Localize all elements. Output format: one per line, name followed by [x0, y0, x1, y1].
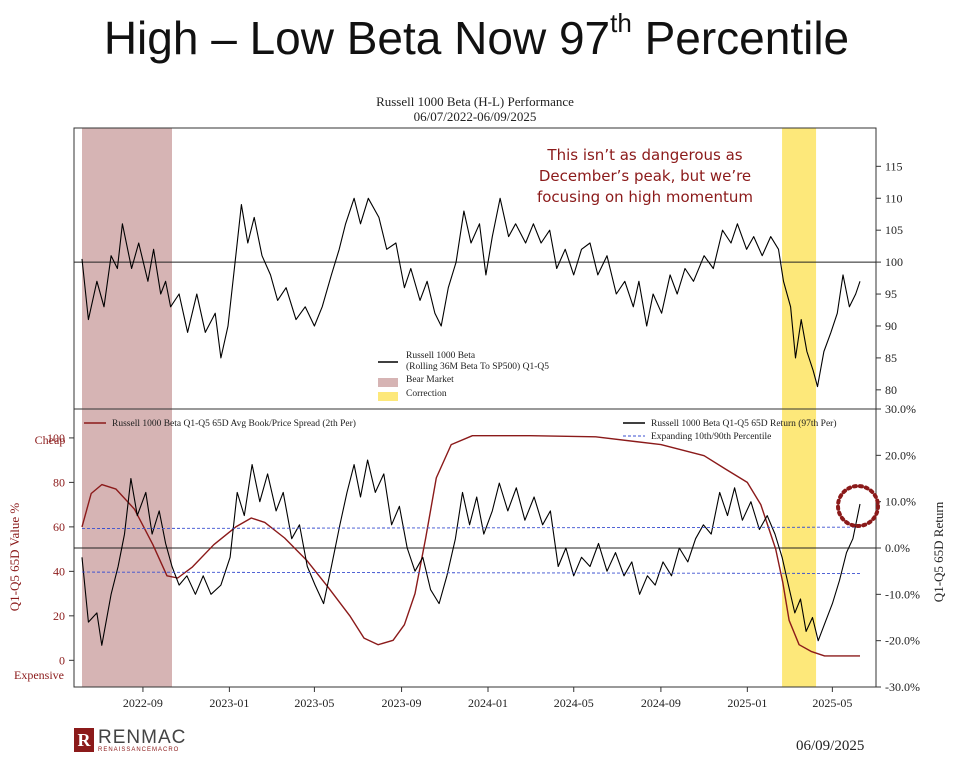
upper-legend-label-0: Russell 1000 Beta: [406, 351, 476, 361]
renmac-logo-mark: R: [74, 728, 94, 752]
slide-title: High – Low Beta Now 97th Percentile: [0, 8, 953, 65]
legend-label-book-price: Russell 1000 Beta Q1-Q5 65D Avg Book/Pri…: [112, 418, 356, 429]
upper-legend-label-2: Correction: [406, 389, 447, 399]
lower-left-tick-label: 80: [53, 475, 65, 489]
lower-left-tick-label: 20: [53, 609, 65, 623]
lower-series-line-1: [81, 459, 861, 646]
upper-series-line-0: [81, 197, 861, 388]
chart-title: Russell 1000 Beta (H-L) Performance: [376, 94, 574, 109]
x-tick-label: 2024-05: [554, 696, 594, 710]
upper-legend-swatch-1: [378, 378, 398, 387]
upper-legend-label-0: (Rolling 36M Beta To SP500) Q1-Q5: [406, 361, 549, 372]
lower-left-tick-label: 0: [59, 653, 65, 667]
highlight-circle: [836, 483, 880, 528]
upper-y-tick-label: 80: [885, 383, 897, 397]
x-tick-label: 2024-01: [468, 696, 508, 710]
lower-right-tick-label: -30.0%: [885, 680, 920, 694]
lower-left-tick-label: 60: [53, 520, 65, 534]
left-axis-expensive-label: Expensive: [14, 668, 64, 682]
lower-left-tick-label: 40: [53, 564, 65, 578]
upper-y-tick-label: 85: [885, 351, 897, 365]
chart-subtitle: 06/07/2022-06/09/2025: [414, 109, 537, 124]
annotation-line-1: December’s peak, but we’re: [539, 167, 751, 185]
renmac-logo-name: RENMAC: [98, 726, 187, 748]
percentile-band-lower: [81, 571, 861, 574]
lower-right-tick-label: 20.0%: [885, 448, 916, 462]
x-tick-label: 2023-01: [209, 696, 249, 710]
left-axis-cheap-label: Cheap: [35, 433, 66, 447]
upper-legend-label-1: Bear Market: [406, 375, 454, 385]
slide-date: 06/09/2025: [796, 738, 865, 754]
upper-y-tick-label: 90: [885, 319, 897, 333]
lower-left-tick-label: 100: [47, 431, 65, 445]
x-tick-label: 2025-05: [812, 696, 852, 710]
x-tick-label: 2023-05: [294, 696, 334, 710]
upper-y-tick-label: 105: [885, 223, 903, 237]
annotation-line-0: This isn’t as dangerous as: [546, 146, 742, 164]
slide-title-superscript: th: [610, 8, 632, 38]
upper-y-tick-label: 95: [885, 287, 897, 301]
upper-y-tick-label: 115: [885, 159, 903, 173]
legend-label-percentile: Expanding 10th/90th Percentile: [651, 432, 771, 442]
x-tick-label: 2022-09: [123, 696, 163, 710]
annotation-line-2: focusing on high momentum: [537, 188, 753, 206]
slide-title-main: High – Low Beta Now 97: [103, 12, 611, 64]
lower-right-tick-label: 30.0%: [885, 402, 916, 416]
shaded-region-top-0: [82, 128, 172, 409]
upper-y-tick-label: 100: [885, 255, 903, 269]
x-tick-label: 2023-09: [382, 696, 422, 710]
lower-right-tick-label: 0.0%: [885, 541, 910, 555]
lower-series-line-0: [81, 435, 860, 657]
upper-legend-swatch-2: [378, 392, 398, 401]
x-tick-label: 2024-09: [641, 696, 681, 710]
renmac-logo-subtitle: RENAISSANCEMACRO: [98, 746, 180, 753]
renmac-logo: R RENMAC RENAISSANCEMACRO: [74, 726, 186, 754]
slide-title-end: Percentile: [631, 12, 850, 64]
lower-right-tick-label: 10.0%: [885, 495, 916, 509]
shaded-region-top-1: [782, 128, 817, 409]
percentile-band-upper: [81, 526, 861, 529]
lower-right-tick-label: -20.0%: [885, 634, 920, 648]
left-axis-title: Q1-Q5 65D Value %: [7, 503, 22, 612]
lower-right-tick-label: -10.0%: [885, 587, 920, 601]
upper-y-tick-label: 110: [885, 191, 903, 205]
legend-label-return: Russell 1000 Beta Q1-Q5 65D Return (97th…: [651, 418, 837, 429]
x-tick-label: 2025-01: [727, 696, 767, 710]
right-axis-title: Q1-Q5 65D Return: [931, 501, 946, 602]
